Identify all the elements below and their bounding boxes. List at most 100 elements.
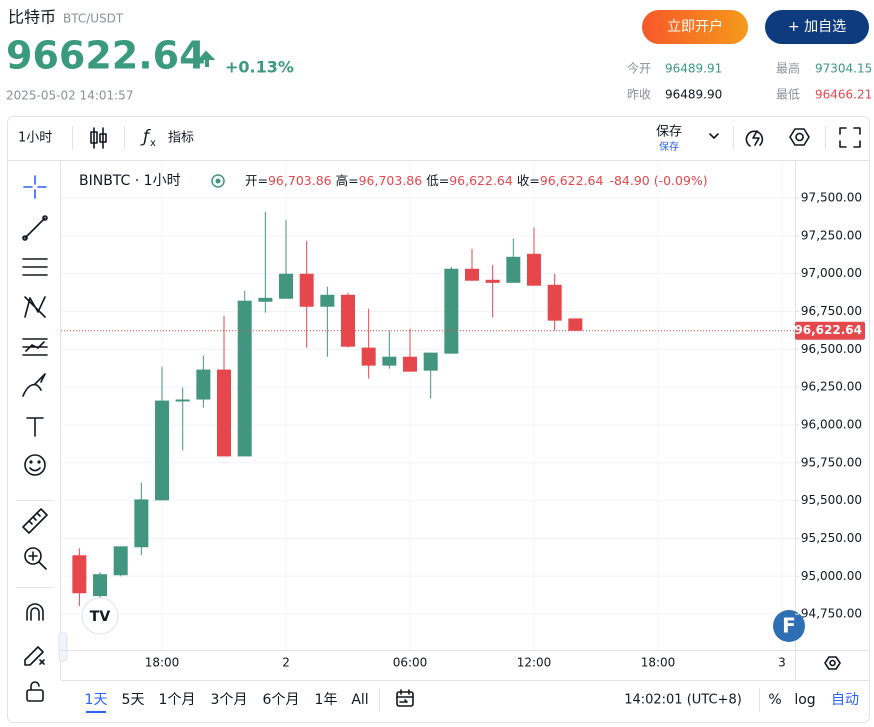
y-tick-label: 97,500.00 bbox=[801, 190, 862, 204]
candle-body bbox=[217, 369, 232, 457]
x-tick-label: 06:00 bbox=[393, 656, 428, 670]
candle-body bbox=[155, 400, 170, 501]
tv-logo bbox=[81, 597, 119, 635]
y-tick-label: 94,750.00 bbox=[801, 607, 862, 621]
fx-icon[interactable]: ƒ bbox=[140, 127, 151, 147]
last-price-box bbox=[795, 321, 865, 340]
candle-body bbox=[113, 546, 128, 576]
x-tick-label: 3 bbox=[778, 656, 786, 670]
clock: 14:02:01 (UTC+8) bbox=[624, 693, 742, 708]
scale-option[interactable]: 自动 bbox=[831, 692, 859, 708]
legend-value: 96,622.64 bbox=[540, 173, 604, 188]
stat-label: 今开 bbox=[627, 61, 651, 76]
calendar-icon[interactable] bbox=[396, 689, 414, 707]
y-tick-label: 96,000.00 bbox=[801, 417, 862, 431]
fullscreen-icon[interactable] bbox=[839, 127, 861, 148]
range-button[interactable]: 1个月 bbox=[159, 692, 196, 708]
y-tick-label: 95,750.00 bbox=[801, 455, 862, 469]
candle-body bbox=[361, 347, 376, 366]
candle-body bbox=[382, 356, 397, 366]
f-logo[interactable] bbox=[773, 610, 805, 642]
interval[interactable]: 1小时 bbox=[18, 131, 52, 146]
candle-body bbox=[423, 352, 438, 371]
symbol: BINBTC · 1小时 bbox=[79, 173, 181, 189]
alert-icon[interactable] bbox=[745, 130, 764, 147]
candle-body bbox=[403, 356, 418, 372]
candle-body bbox=[93, 574, 108, 597]
legend-key: 开= bbox=[245, 173, 268, 188]
save[interactable]: 保存 bbox=[656, 125, 682, 140]
y-tick-label: 97,000.00 bbox=[801, 266, 862, 280]
chevron[interactable] bbox=[709, 133, 719, 139]
range-button[interactable]: 5天 bbox=[122, 692, 145, 708]
indicators[interactable]: 指标 bbox=[168, 131, 194, 146]
legend-value: 96,703.86 bbox=[359, 173, 423, 188]
chart-frame bbox=[7, 116, 870, 723]
legend-key: 收= bbox=[517, 173, 540, 188]
range-button[interactable]: 6个月 bbox=[263, 692, 300, 708]
candle-body bbox=[258, 297, 273, 302]
legend-key: 高= bbox=[336, 173, 359, 188]
candle-body bbox=[299, 273, 314, 307]
range-button[interactable]: 1年 bbox=[315, 692, 338, 708]
stat-value: 96489.90 bbox=[665, 88, 722, 102]
candle-body bbox=[341, 294, 356, 347]
scale-option[interactable]: % bbox=[768, 692, 781, 708]
save-sub[interactable]: 保存 bbox=[659, 140, 679, 153]
settings-icon[interactable] bbox=[789, 128, 810, 146]
range-button[interactable]: 3个月 bbox=[211, 692, 248, 708]
open-account-label[interactable]: 立即开户 bbox=[667, 18, 723, 35]
tv-logo: TV bbox=[90, 609, 111, 625]
legend-key: 低= bbox=[426, 173, 449, 188]
timestamp: 2025-05-02 14:01:57 bbox=[6, 89, 133, 103]
watchlist-button[interactable] bbox=[765, 10, 869, 44]
y-tick-label: 95,250.00 bbox=[801, 531, 862, 545]
price-change: +0.13% bbox=[225, 58, 294, 77]
open-account-button[interactable] bbox=[642, 10, 748, 44]
x-tick-label: 12:00 bbox=[517, 656, 552, 670]
candle-body bbox=[465, 268, 480, 281]
x-tick-label: 18:00 bbox=[641, 656, 676, 670]
stat-value: 96466.21 bbox=[815, 88, 872, 102]
candle-body bbox=[547, 284, 562, 321]
grid bbox=[61, 161, 795, 650]
chart-legend: BINBTC · 1小时 bbox=[79, 173, 181, 189]
candle-body bbox=[320, 294, 335, 307]
fx-icon[interactable]: x bbox=[150, 138, 156, 149]
legend-change: -84.90 (-0.09%) bbox=[609, 173, 707, 188]
last-price-label: 96,622.64 bbox=[794, 323, 862, 337]
candle-body bbox=[444, 268, 459, 354]
up-arrow bbox=[197, 50, 216, 67]
candle-type-icon[interactable] bbox=[90, 127, 107, 149]
y-tick-label: 95,000.00 bbox=[801, 569, 862, 583]
range-button[interactable]: 1天 bbox=[85, 692, 108, 708]
candle-body bbox=[526, 253, 541, 286]
stat-value: 96489.91 bbox=[665, 62, 722, 76]
y-tick-label: 96,250.00 bbox=[801, 380, 862, 394]
y-tick-label: 96,500.00 bbox=[801, 342, 862, 356]
sidebar-toggle[interactable] bbox=[58, 632, 68, 662]
candle-body bbox=[485, 279, 500, 283]
range-button[interactable]: All bbox=[351, 692, 368, 708]
visibility-icon[interactable] bbox=[211, 174, 225, 188]
candles bbox=[72, 211, 583, 607]
visibility-icon[interactable] bbox=[215, 178, 221, 184]
stat-label: 最低 bbox=[776, 88, 800, 102]
asset-name: 比特币 bbox=[8, 8, 56, 27]
stat-label: 昨收 bbox=[627, 88, 651, 102]
candle-body bbox=[175, 399, 190, 402]
stat-label: 最高 bbox=[776, 61, 800, 76]
x-tick-label: 2 bbox=[282, 656, 290, 670]
candle-body bbox=[196, 369, 211, 400]
legend-value: 96,622.64 bbox=[449, 173, 513, 188]
y-tick-label: 97,250.00 bbox=[801, 228, 862, 242]
drawing-tools[interactable] bbox=[22, 175, 48, 702]
stat-value: 97304.15 bbox=[815, 62, 872, 76]
scale-option[interactable]: log bbox=[794, 692, 815, 708]
candle-body bbox=[134, 499, 149, 548]
axis-settings[interactable] bbox=[824, 656, 841, 670]
f-logo[interactable]: F bbox=[782, 614, 796, 638]
legend-value: 96,703.86 bbox=[268, 173, 332, 188]
watchlist-label[interactable]: + 加自选 bbox=[788, 19, 846, 35]
